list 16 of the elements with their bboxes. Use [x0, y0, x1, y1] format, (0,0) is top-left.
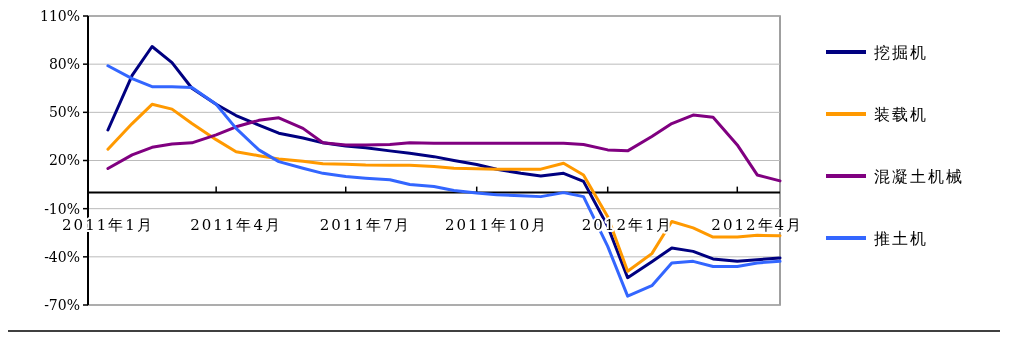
legend-label: 装载机: [874, 104, 928, 124]
legend-label: 混凝土机械: [874, 166, 964, 186]
y-tick-label: 20%: [48, 152, 80, 169]
y-tick-label: 80%: [48, 56, 80, 73]
x-tick-label: 2011年7月: [319, 215, 412, 234]
x-tick-label: 2012年4月: [711, 215, 804, 234]
y-tick-label: -40%: [44, 248, 80, 265]
legend-label: 推土机: [874, 228, 928, 248]
x-tick-label: 2011年4月: [190, 215, 282, 234]
y-tick-label: 110%: [39, 7, 80, 24]
y-tick-label: 50%: [48, 104, 80, 121]
line-series: [106, 113, 782, 183]
y-tick-label: -10%: [44, 200, 80, 217]
x-tick-label: 2011年10月: [445, 215, 549, 234]
y-tick-label: -70%: [44, 296, 80, 313]
legend-label: 挖掘机: [874, 42, 928, 62]
